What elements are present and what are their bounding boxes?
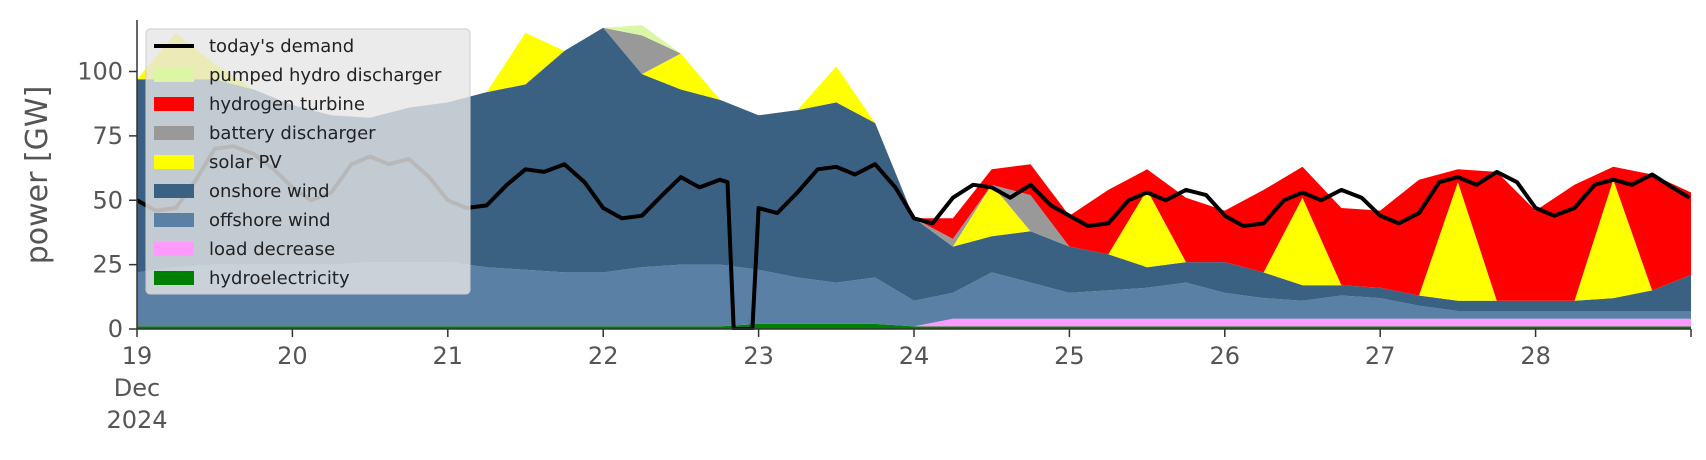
legend-label-today-s-demand: today's demand: [209, 36, 354, 57]
x-axis: 19 Dec 2024 20 21 22 23 24 25 26 27 28: [106, 328, 1692, 434]
legend-swatch-battery-discharger: [154, 126, 194, 140]
x-tick-label: 27: [1365, 342, 1396, 370]
area-hydroelectricity: [137, 323, 1691, 329]
y-tick-label: 100: [77, 58, 123, 86]
legend-box: [145, 28, 471, 295]
x-tick-label: 19: [122, 342, 153, 370]
legend-label-hydroelectricity: hydroelectricity: [209, 268, 350, 289]
y-tick-label: 75: [92, 122, 123, 150]
legend: today's demand pumped hydro discharger hyd…: [145, 28, 471, 295]
x-tick-label: 26: [1210, 342, 1241, 370]
legend-swatch-onshore-wind: [154, 184, 194, 198]
legend-swatch-hydrogen-turbine: [154, 97, 194, 111]
legend-label-offshore-wind: offshore wind: [209, 210, 331, 231]
area-onshore-wind: [137, 27, 1691, 311]
x-tick-label: 28: [1520, 342, 1551, 370]
legend-label-solar-pv: solar PV: [209, 152, 282, 173]
area-hydrogen-turbine: [137, 27, 1691, 301]
plot-area: [137, 25, 1691, 330]
legend-swatch-offshore-wind: [154, 213, 194, 227]
legend-swatch-load-decrease: [154, 242, 194, 256]
legend-swatch-solar-pv: [154, 155, 194, 169]
legend-label-hydrogen-turbine: hydrogen turbine: [209, 94, 365, 115]
legend-swatch-hydroelectricity: [154, 271, 194, 285]
x-tick-label: 23: [743, 342, 774, 370]
x-tick-label: 22: [588, 342, 619, 370]
x-tick-label: 20: [277, 342, 308, 370]
x-tick-sublabel-year: 2024: [106, 406, 167, 434]
y-tick-label: 50: [92, 186, 123, 214]
x-tick-label: 21: [433, 342, 464, 370]
stacked-areas: [137, 25, 1691, 329]
x-tick-label: 24: [899, 342, 930, 370]
y-axis-title: power [GW]: [20, 86, 55, 265]
x-tick-label: 25: [1054, 342, 1085, 370]
area-offshore-wind: [137, 262, 1691, 327]
legend-label-onshore-wind: onshore wind: [209, 181, 330, 202]
y-tick-label: 0: [108, 315, 123, 343]
x-tick-sublabel-month: Dec: [114, 374, 160, 402]
legend-label-pumped-hydro-discharger: pumped hydro discharger: [209, 65, 442, 86]
legend-label-load-decrease: load decrease: [209, 239, 335, 260]
legend-swatch-pumped-hydro-discharger: [154, 68, 194, 82]
legend-label-battery-discharger: battery discharger: [209, 123, 376, 144]
area-solar-pv: [137, 27, 1691, 301]
y-tick-label: 25: [92, 251, 123, 279]
area-load-decrease: [137, 318, 1691, 327]
y-axis: 0 25 50 75 100: [77, 20, 138, 343]
